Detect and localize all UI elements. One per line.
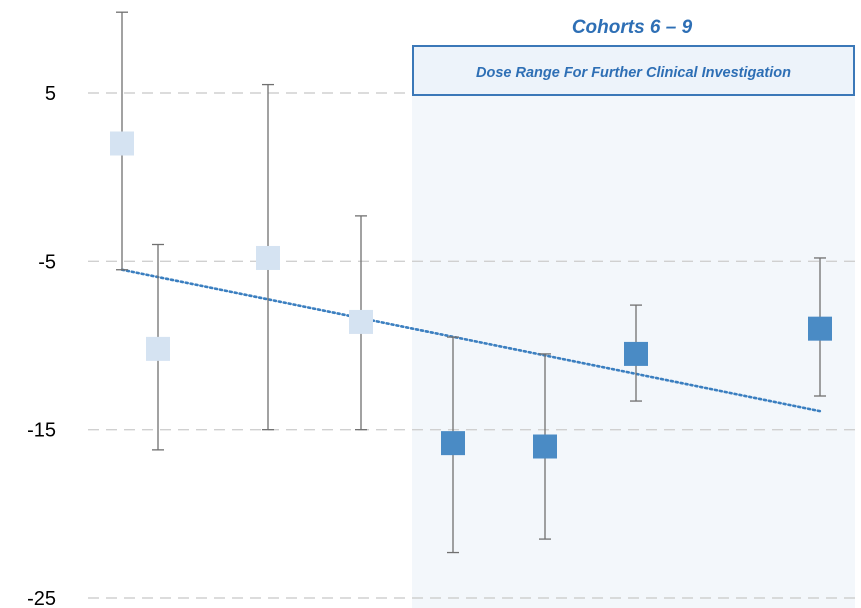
y-tick-label: -5	[38, 251, 56, 273]
data-point-marker	[349, 309, 373, 334]
data-points	[110, 131, 832, 459]
highlight-title: Cohorts 6 – 9	[572, 17, 693, 38]
highlight-label: Dose Range For Further Clinical Investig…	[476, 65, 791, 81]
trendline-group	[120, 268, 822, 413]
data-point-marker	[624, 341, 648, 366]
data-point-marker	[808, 316, 832, 341]
data-point-marker	[256, 245, 280, 270]
highlight-label-box	[412, 45, 855, 96]
y-tick-label: 5	[45, 83, 56, 105]
y-tick-label: -15	[27, 420, 56, 442]
trendline	[120, 268, 822, 413]
highlight-region	[412, 46, 855, 608]
data-point-marker	[146, 336, 170, 361]
data-point-marker	[441, 431, 465, 456]
y-tick-label: -25	[27, 588, 56, 608]
data-point-marker	[110, 131, 134, 156]
data-point-marker	[533, 434, 557, 459]
y-axis-ticks: 5 -5 -15 -25	[27, 83, 56, 608]
